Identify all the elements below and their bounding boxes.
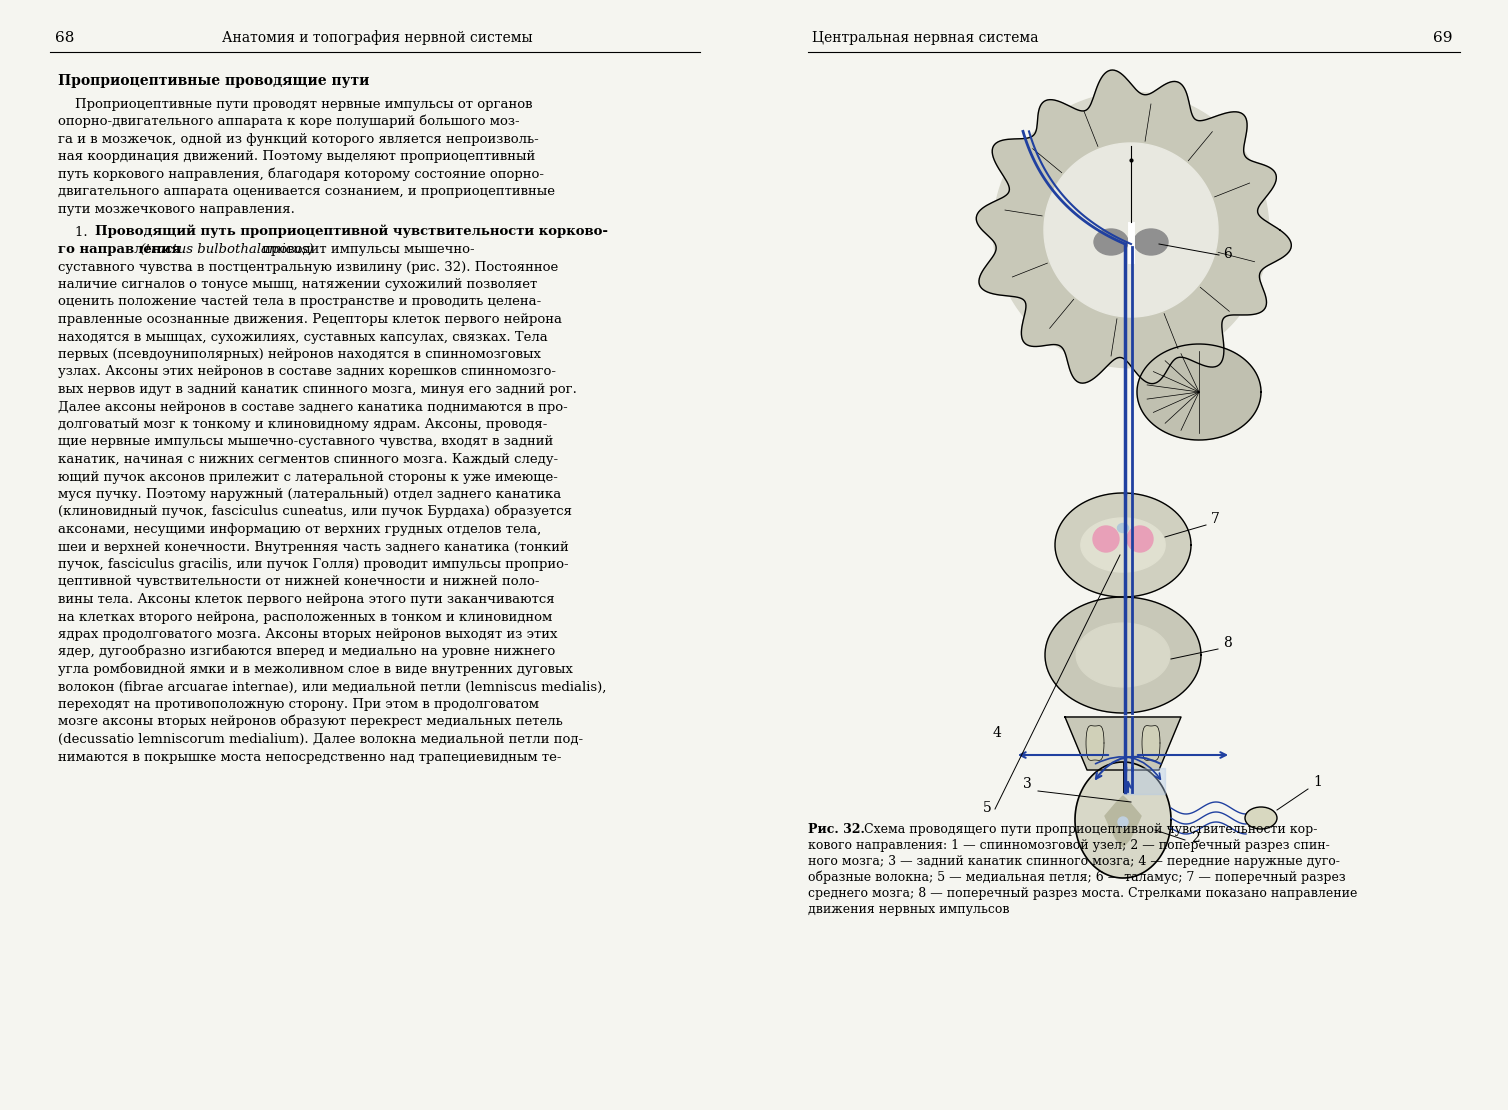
Text: Проприоцептивные проводящие пути: Проприоцептивные проводящие пути (57, 74, 369, 88)
Text: образные волокна; 5 — медиальная петля; 6 — таламус; 7 — поперечный разрез: образные волокна; 5 — медиальная петля; … (808, 870, 1345, 884)
Text: шеи и верхней конечности. Внутренняя часть заднего канатика (тонкий: шеи и верхней конечности. Внутренняя час… (57, 541, 569, 554)
Polygon shape (1077, 623, 1170, 687)
Text: 7: 7 (1211, 512, 1220, 526)
Ellipse shape (1093, 229, 1128, 255)
Text: муся пучку. Поэтому наружный (латеральный) отдел заднего канатика: муся пучку. Поэтому наружный (латеральны… (57, 488, 561, 501)
Text: 1: 1 (1313, 775, 1323, 789)
Text: Анатомия и топография нервной системы: Анатомия и топография нервной системы (222, 30, 532, 46)
Text: находятся в мышцах, сухожилиях, суставных капсулах, связках. Тела: находятся в мышцах, сухожилиях, суставны… (57, 331, 547, 343)
Ellipse shape (1246, 807, 1277, 829)
Polygon shape (1045, 597, 1200, 713)
Text: (decussatio lemniscorum medialium). Далее волокна медиальной петли под-: (decussatio lemniscorum medialium). Дале… (57, 733, 584, 746)
Text: вины тела. Аксоны клеток первого нейрона этого пути заканчиваются: вины тела. Аксоны клеток первого нейрона… (57, 593, 555, 606)
Ellipse shape (1117, 524, 1128, 533)
Text: кового направления: 1 — спинномозговой узел; 2 — поперечный разрез спин-: кового направления: 1 — спинномозговой у… (808, 839, 1330, 852)
Polygon shape (1105, 796, 1142, 847)
Polygon shape (994, 92, 1268, 367)
Text: мозге аксоны вторых нейронов образуют перекрест медиальных петель: мозге аксоны вторых нейронов образуют пе… (57, 715, 562, 728)
Text: путь коркового направления, благодаря которому состояние опорно-: путь коркового направления, благодаря ко… (57, 168, 544, 181)
Text: правленные осознанные движения. Рецепторы клеток первого нейрона: правленные осознанные движения. Рецептор… (57, 313, 562, 326)
Circle shape (1093, 526, 1119, 552)
Text: переходят на противоположную сторону. При этом в продолговатом: переходят на противоположную сторону. Пр… (57, 698, 538, 712)
Text: волокон (fibrae arcuarae internae), или медиальной петли (lemniscus medialis),: волокон (fibrae arcuarae internae), или … (57, 680, 606, 694)
Text: опорно-двигательного аппарата к коре полушарий большого моз-: опорно-двигательного аппарата к коре пол… (57, 114, 520, 129)
Text: Рис. 32.: Рис. 32. (808, 823, 866, 836)
Text: угла ромбовидной ямки и в межоливном слое в виде внутренних дуговых: угла ромбовидной ямки и в межоливном сло… (57, 663, 573, 676)
Circle shape (1126, 526, 1154, 552)
Text: 3: 3 (1022, 777, 1031, 791)
Text: первых (псевдоуниполярных) нейронов находятся в спинномозговых: первых (псевдоуниполярных) нейронов нахо… (57, 349, 541, 361)
Text: пути мозжечкового направления.: пути мозжечкового направления. (57, 203, 296, 215)
Text: Далее аксоны нейронов в составе заднего канатика поднимаются в про-: Далее аксоны нейронов в составе заднего … (57, 401, 567, 414)
Text: канатик, начиная с нижних сегментов спинного мозга. Каждый следу-: канатик, начиная с нижних сегментов спин… (57, 453, 558, 466)
Text: среднего мозга; 8 — поперечный разрез моста. Стрелками показано направление: среднего мозга; 8 — поперечный разрез мо… (808, 887, 1357, 900)
Polygon shape (1044, 143, 1218, 317)
Text: 5: 5 (983, 801, 992, 815)
Text: вых нервов идут в задний канатик спинного мозга, минуя его задний рог.: вых нервов идут в задний канатик спинног… (57, 383, 578, 396)
Ellipse shape (1134, 229, 1169, 255)
Text: 4: 4 (992, 726, 1001, 740)
Text: ядрах продолговатого мозга. Аксоны вторых нейронов выходят из этих: ядрах продолговатого мозга. Аксоны вторы… (57, 628, 558, 640)
Text: га и в мозжечок, одной из функций которого является непроизволь-: га и в мозжечок, одной из функций которо… (57, 133, 538, 145)
Text: ная координация движений. Поэтому выделяют проприоцептивный: ная координация движений. Поэтому выделя… (57, 150, 535, 163)
Text: цептивной чувствительности от нижней конечности и нижней поло-: цептивной чувствительности от нижней кон… (57, 575, 540, 588)
Text: долговатый мозг к тонкому и клиновидному ядрам. Аксоны, проводя-: долговатый мозг к тонкому и клиновидному… (57, 418, 547, 431)
Text: Проводящий путь проприоцептивной чувствительности корково-: Проводящий путь проприоцептивной чувстви… (95, 225, 608, 239)
Circle shape (1117, 817, 1128, 827)
Text: (tractus bulbothalamicus): (tractus bulbothalamicus) (136, 243, 314, 256)
Text: 2: 2 (1191, 831, 1200, 845)
Text: (клиновидный пучок, fasciculus cuneatus, или пучок Бурдаха) образуется: (клиновидный пучок, fasciculus cuneatus,… (57, 505, 572, 518)
Text: пучок, fasciculus gracilis, или пучок Голля) проводит импульсы проприо-: пучок, fasciculus gracilis, или пучок Го… (57, 558, 569, 571)
Text: суставного чувства в постцентральную извилину (рис. 32). Постоянное: суставного чувства в постцентральную изв… (57, 261, 558, 273)
Polygon shape (1056, 493, 1191, 597)
Polygon shape (1086, 726, 1104, 760)
Polygon shape (1075, 761, 1172, 878)
Text: Схема проводящего пути проприоцептивной чувствительности кор-: Схема проводящего пути проприоцептивной … (860, 823, 1318, 836)
Text: нимаются в покрышке моста непосредственно над трапециевидным те-: нимаются в покрышке моста непосредственн… (57, 750, 561, 764)
Text: оценить положение частей тела в пространстве и проводить целена-: оценить положение частей тела в простран… (57, 295, 541, 309)
Text: щие нервные импульсы мышечно-суставного чувства, входят в задний: щие нервные импульсы мышечно-суставного … (57, 435, 553, 448)
Text: узлах. Аксоны этих нейронов в составе задних корешков спинномозго-: узлах. Аксоны этих нейронов в составе за… (57, 365, 556, 379)
Text: го направления: го направления (57, 243, 181, 256)
Text: 69: 69 (1434, 31, 1454, 46)
Text: 8: 8 (1223, 636, 1232, 650)
Text: Центральная нервная система: Центральная нервная система (811, 31, 1039, 46)
Text: 1.: 1. (57, 225, 92, 239)
Text: наличие сигналов о тонусе мышц, натяжении сухожилий позволяет: наличие сигналов о тонусе мышц, натяжени… (57, 278, 537, 291)
Polygon shape (1142, 726, 1160, 760)
Text: ющий пучок аксонов прилежит с латеральной стороны к уже имеюще-: ющий пучок аксонов прилежит с латерально… (57, 471, 558, 484)
Text: ного мозга; 3 — задний канатик спинного мозга; 4 — передние наружные дуго-: ного мозга; 3 — задний канатик спинного … (808, 855, 1341, 868)
Text: 68: 68 (54, 31, 74, 46)
Polygon shape (1081, 518, 1166, 572)
Text: 6: 6 (1223, 248, 1232, 261)
Text: движения нервных импульсов: движения нервных импульсов (808, 904, 1009, 916)
Text: двигательного аппарата оценивается сознанием, и проприоцептивные: двигательного аппарата оценивается созна… (57, 185, 555, 199)
Text: на клетках второго нейрона, расположенных в тонком и клиновидном: на клетках второго нейрона, расположенны… (57, 610, 552, 624)
Polygon shape (1065, 717, 1181, 770)
Text: Проприоцептивные пути проводят нервные импульсы от органов: Проприоцептивные пути проводят нервные и… (57, 98, 532, 111)
Polygon shape (1125, 768, 1166, 794)
Text: аксонами, несущими информацию от верхних грудных отделов тела,: аксонами, несущими информацию от верхних… (57, 523, 541, 536)
Polygon shape (1137, 344, 1261, 440)
Polygon shape (976, 70, 1291, 384)
Text: ядер, дугообразно изгибаются вперед и медиально на уровне нижнего: ядер, дугообразно изгибаются вперед и ме… (57, 645, 555, 658)
Text: проводит импульсы мышечно-: проводит импульсы мышечно- (258, 243, 475, 256)
